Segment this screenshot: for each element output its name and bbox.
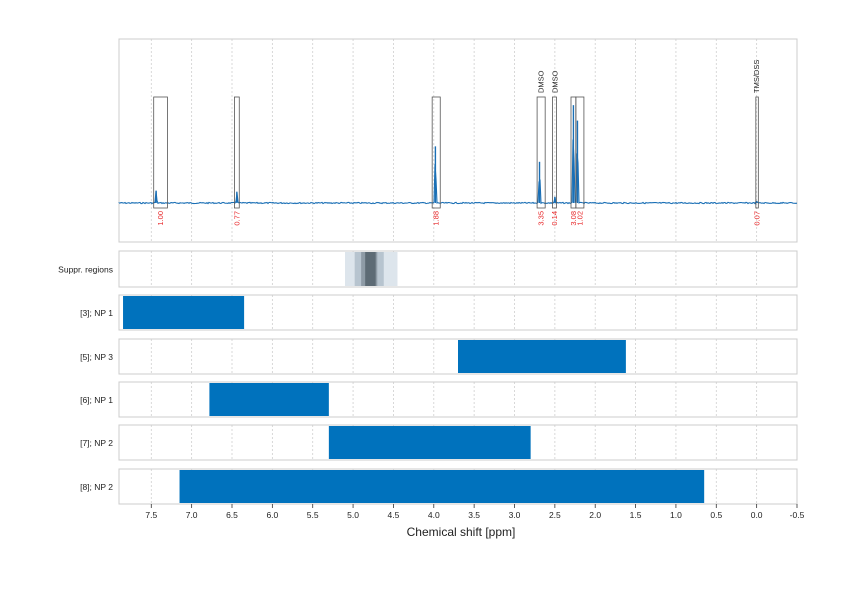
- integral-region-box: [755, 96, 759, 209]
- track-panel-frame: [118, 381, 798, 418]
- track-bar: [123, 296, 245, 329]
- x-tick-label: 5.0: [347, 510, 359, 520]
- track-panel-frame: [118, 424, 798, 461]
- track-bar: [458, 340, 626, 373]
- x-tick-label: 4.0: [428, 510, 440, 520]
- x-tick-label: 7.0: [186, 510, 198, 520]
- panel-frames: [118, 38, 798, 505]
- track-panel-frame: [118, 338, 798, 375]
- spectrum-line: [118, 139, 798, 205]
- x-tick-label: 0.5: [710, 510, 722, 520]
- solvent-annotation-label: TMS/DSS: [752, 60, 761, 93]
- integral-value-label: 1.02: [575, 211, 584, 226]
- integral-value-label: 0.07: [753, 211, 762, 226]
- x-tick-label: 2.5: [549, 510, 561, 520]
- suppression-panel-frame: [118, 250, 798, 288]
- track-label: [3]; NP 1: [80, 308, 113, 318]
- x-axis-label: Chemical shift [ppm]: [407, 525, 516, 539]
- integral-value-label: 1.88: [432, 211, 441, 226]
- integral-region-box: [536, 96, 546, 209]
- track-layer: [3]; NP 1 [5]; NP 3 [6]; NP 1 [7]; NP 2 [8];…: [80, 296, 705, 503]
- x-tick-label: 3.0: [509, 510, 521, 520]
- track-label: [6]; NP 1: [80, 395, 113, 405]
- integral-region-box: [575, 96, 585, 209]
- integral-value-label: 3.08: [569, 211, 578, 226]
- track-panel-frame: [118, 294, 798, 331]
- x-tick-label: 1.0: [670, 510, 682, 520]
- integral-region-box: [153, 96, 168, 209]
- spectrum-panel-frame: [118, 38, 798, 243]
- x-tick-label: 5.5: [307, 510, 319, 520]
- solvent-annotation-label: DMSO: [537, 70, 546, 93]
- x-tick-label: 1.5: [630, 510, 642, 520]
- track-bar: [209, 383, 329, 416]
- integral-region-box: [552, 96, 557, 209]
- solvent-annotation-label: DMSO: [550, 70, 559, 93]
- x-tick-label: 4.5: [388, 510, 400, 520]
- integral-value-label: 0.77: [232, 211, 241, 226]
- suppression-row-label: Suppr. regions: [58, 265, 113, 275]
- integral-value-label: 3.35: [537, 211, 546, 226]
- track-label: [7]; NP 2: [80, 438, 113, 448]
- track-bar: [328, 426, 531, 459]
- suppression-layer: Suppr. regions: [58, 252, 398, 286]
- integral-region-box: [431, 96, 441, 209]
- x-tick-label: 6.5: [226, 510, 238, 520]
- track-label: [8]; NP 2: [80, 482, 113, 492]
- track-bar: [179, 470, 705, 503]
- integral-layer: 1.00 0.77 1.88 3.35 0.14 3.081.02 0.07: [153, 96, 762, 226]
- x-tick-label: -0.5: [790, 510, 805, 520]
- x-tick-label: 3.5: [468, 510, 480, 520]
- x-tick-label: 6.0: [266, 510, 278, 520]
- integral-region-box: [234, 96, 240, 209]
- x-tick-label: 0.0: [751, 510, 763, 520]
- x-axis: 7.5 7.0 6.5 6.0 5.5 5.0 4.5 4.0 3.5 3.0 2.5 2.0 1.5 1…: [145, 504, 805, 520]
- integral-value-label: 1.00: [156, 211, 165, 226]
- x-tick-label: 7.5: [145, 510, 157, 520]
- x-tick-label: 2.0: [589, 510, 601, 520]
- grid-lines: [150, 39, 798, 504]
- spectrum-layer: [118, 105, 798, 205]
- track-panel-frame: [118, 468, 798, 505]
- track-label: [5]; NP 3: [80, 352, 113, 362]
- suppression-band: [365, 252, 376, 286]
- integral-value-label: 0.14: [550, 211, 559, 226]
- annotation-layer: DMSO DMSO TMS/DSS: [537, 60, 762, 93]
